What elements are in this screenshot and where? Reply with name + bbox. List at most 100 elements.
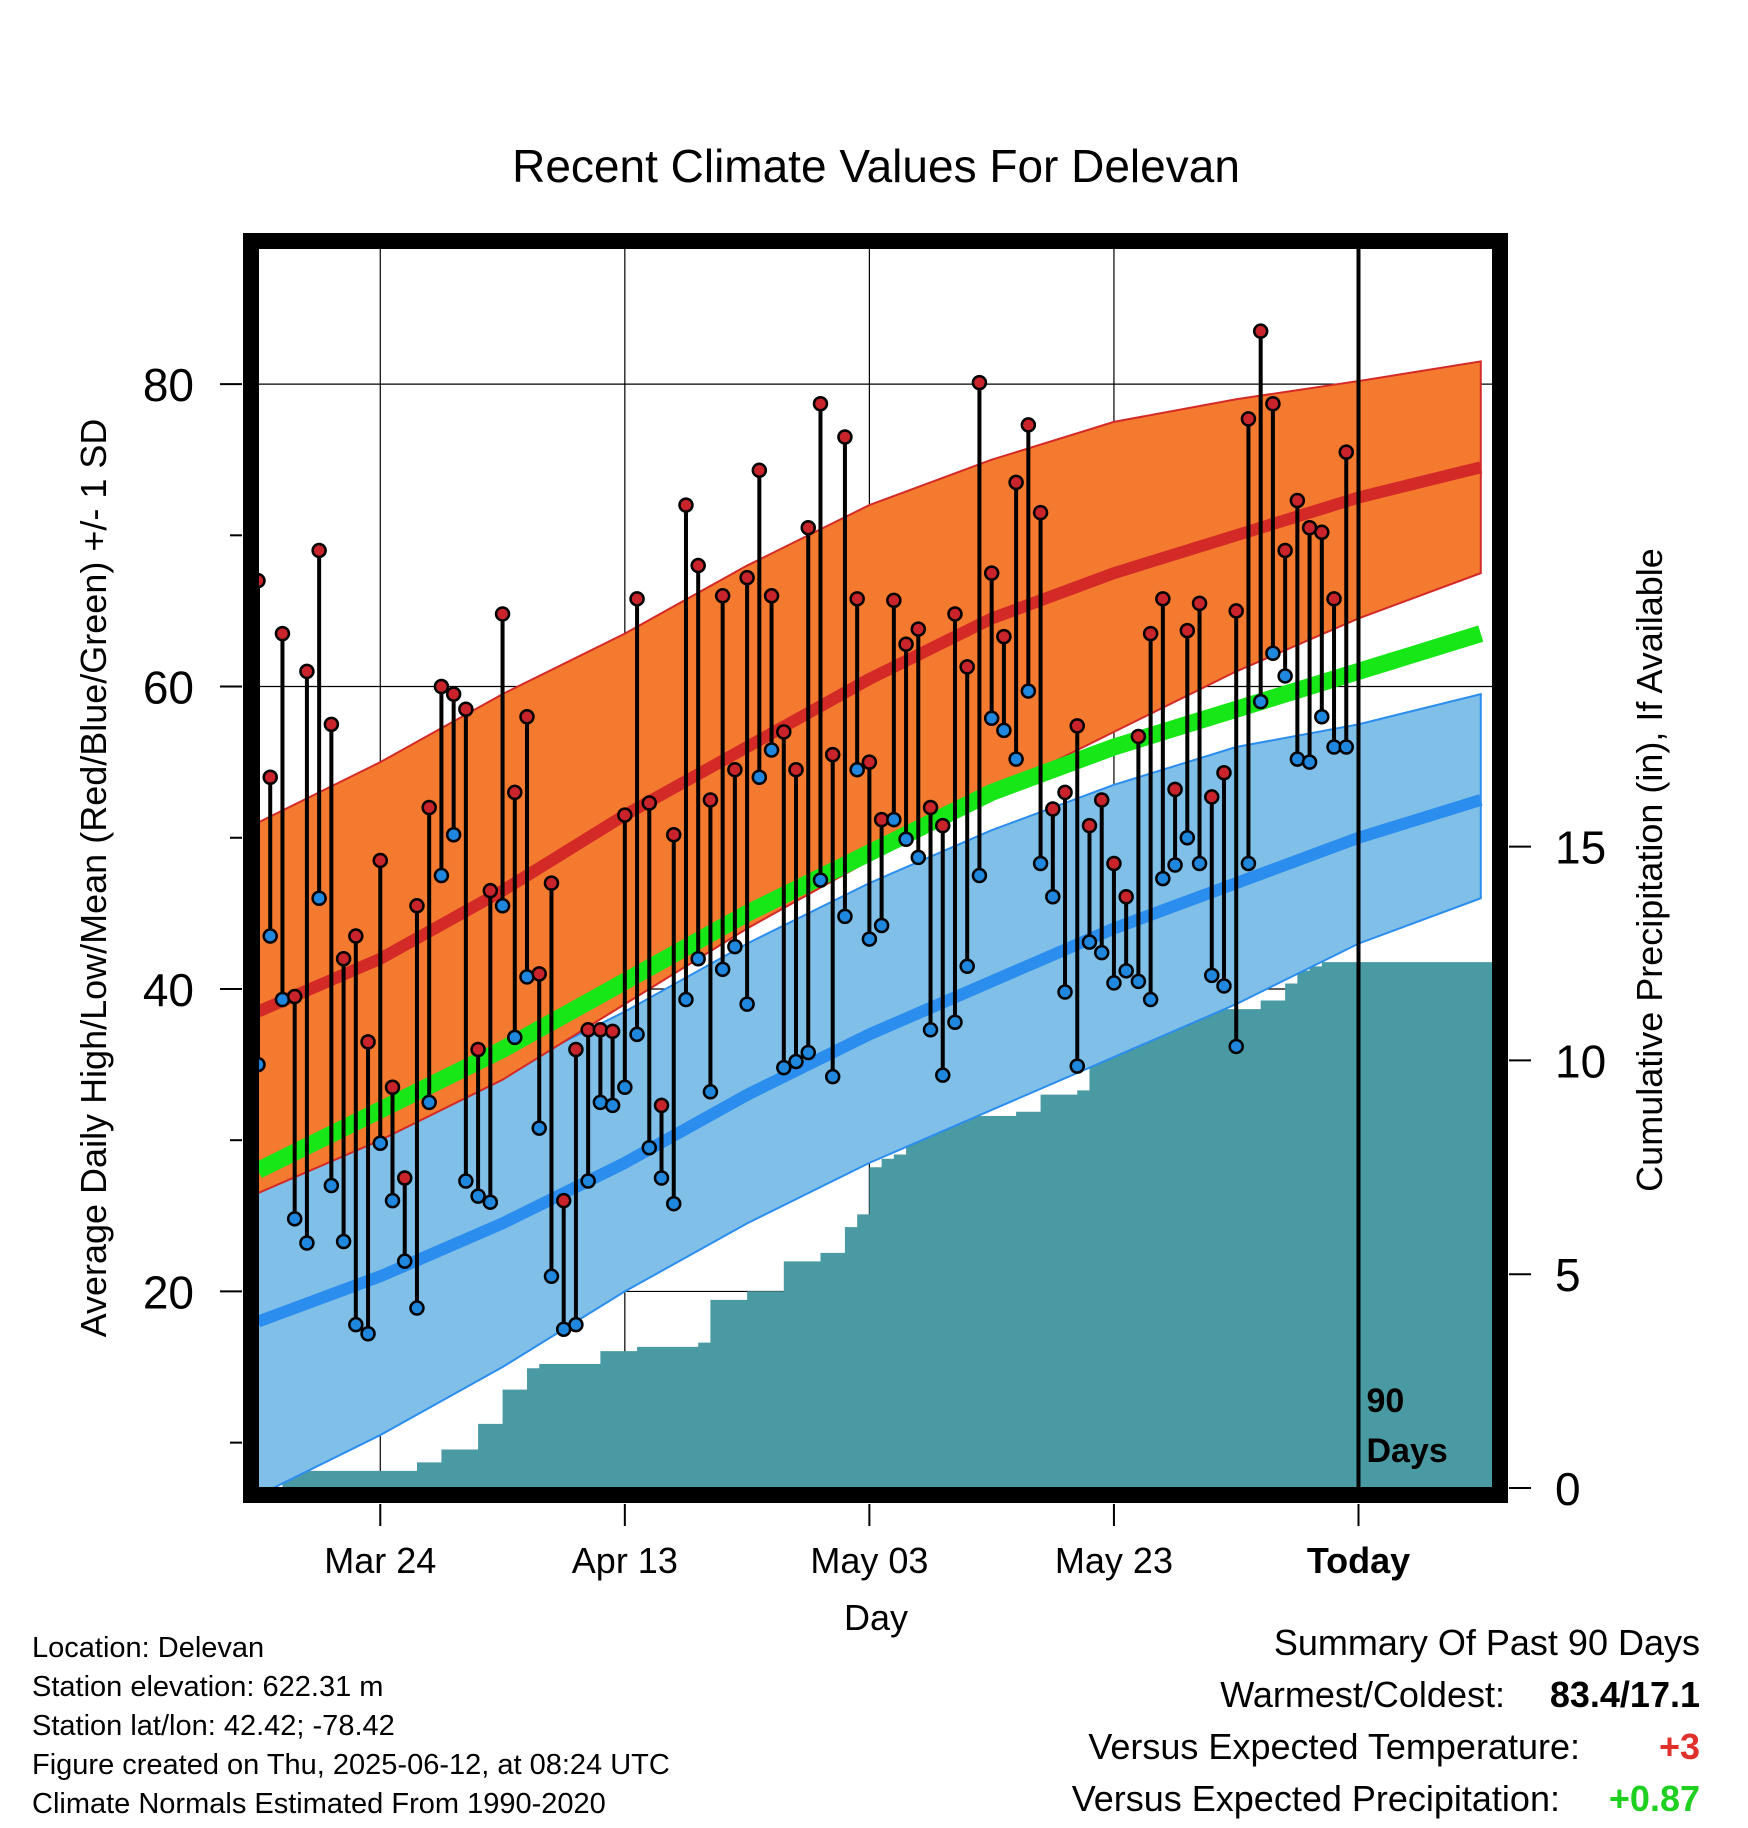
daily-high-point	[947, 606, 963, 622]
summary-temp: Versus Expected Temperature: +3	[1088, 1726, 1700, 1768]
daily-low-point	[258, 1056, 266, 1073]
daily-low-point	[837, 908, 853, 925]
daily-low-point	[800, 1044, 816, 1061]
daily-low-point	[335, 1233, 352, 1250]
daily-high-point	[776, 724, 792, 740]
daily-low-point	[360, 1326, 376, 1342]
daily-high-point	[812, 396, 829, 412]
daily-low-point	[959, 958, 975, 975]
daily-high-point	[641, 795, 658, 811]
daily-low-point	[1045, 888, 1061, 905]
daily-high-point	[433, 678, 450, 695]
daily-high-point	[1057, 784, 1073, 801]
summary-title: Summary Of Past 90 Days	[1273, 1622, 1700, 1663]
daily-low-point	[274, 991, 291, 1008]
daily-high-point	[910, 621, 927, 637]
daily-high-point	[592, 1022, 609, 1038]
daily-low-point	[751, 769, 768, 786]
daily-low-point	[910, 849, 927, 866]
daily-high-point	[714, 588, 731, 604]
daily-high-point	[1338, 444, 1355, 460]
summary-precip-label: Versus Expected Precipitation:	[1071, 1778, 1560, 1819]
x-axis-tick-label: May 23	[1055, 1540, 1173, 1581]
daily-high-point	[690, 557, 706, 574]
daily-low-point	[384, 1192, 401, 1209]
daily-high-point	[543, 875, 560, 891]
summary-precip-value: +0.87	[1608, 1778, 1700, 1819]
daily-high-point	[323, 716, 340, 733]
daily-low-point	[727, 938, 743, 955]
daily-high-point	[409, 898, 425, 914]
x-axis-tick-label: May 03	[810, 1540, 928, 1581]
daily-high-point	[1032, 504, 1049, 521]
daily-low-point	[372, 1135, 389, 1151]
left-axis-tick-label: 60	[143, 662, 194, 714]
daily-low-point	[971, 867, 988, 884]
daily-high-point	[1228, 603, 1244, 619]
daily-low-point	[262, 928, 278, 944]
daily-low-point	[776, 1059, 792, 1076]
x-axis-tick-label: Apr 13	[572, 1540, 678, 1581]
daily-low-point	[1155, 870, 1171, 887]
high-normal-line	[258, 461, 1483, 1018]
daily-high-point	[1155, 591, 1171, 607]
daily-high-point	[1314, 524, 1330, 541]
daily-low-point	[1252, 693, 1269, 710]
daily-high-point	[1167, 781, 1183, 798]
daily-high-point	[1179, 622, 1196, 639]
daily-high-point	[470, 1041, 486, 1058]
daily-low-point	[922, 1022, 939, 1038]
summary-precip: Versus Expected Precipitation: +0.87	[1072, 1778, 1700, 1820]
daily-low-point	[1081, 934, 1098, 950]
daily-low-point	[1338, 739, 1355, 755]
y2-axis-label: Cumulative Precipitation (in), If Availa…	[1629, 548, 1670, 1192]
daily-low-point	[396, 1253, 413, 1269]
daily-high-point	[262, 769, 278, 786]
daily-low-point	[1032, 855, 1049, 872]
daily-low-point	[983, 710, 1000, 727]
daily-high-point	[824, 746, 841, 763]
daily-low-point	[1130, 973, 1147, 990]
daily-low-point	[665, 1195, 682, 1212]
daily-low-point	[617, 1079, 633, 1096]
today-marker-label: Days	[1366, 1432, 1447, 1470]
daily-low-point	[311, 890, 327, 906]
daily-low-point	[1093, 944, 1110, 961]
daily-high-point	[898, 636, 914, 652]
right-axis: 0 5 10 15	[1509, 822, 1606, 1515]
summary-temp-value: +3	[1658, 1726, 1700, 1767]
daily-high-point	[849, 591, 865, 607]
daily-low-point	[433, 867, 450, 884]
daily-high-point	[507, 784, 523, 801]
daily-high-point	[311, 542, 327, 559]
daily-high-point	[274, 625, 291, 642]
plot-area: 90 Days	[243, 233, 1508, 1503]
daily-high-point	[286, 988, 303, 1005]
x-axis: Mar 24 Apr 13 May 03 May 23 Today	[324, 1504, 1410, 1581]
daily-high-point	[494, 606, 511, 622]
daily-low-point	[1314, 709, 1330, 725]
daily-low-point	[1228, 1038, 1244, 1055]
daily-high-point	[935, 817, 951, 834]
daily-low-point	[849, 761, 865, 778]
daily-high-point	[1045, 801, 1061, 817]
daily-high-point	[348, 928, 364, 944]
daily-high-point	[1191, 595, 1208, 612]
daily-high-point	[445, 686, 462, 702]
daily-high-point	[396, 1170, 413, 1186]
info-normals: Climate Normals Estimated From 1990-2020	[32, 1788, 606, 1820]
daily-low-point	[1240, 855, 1257, 872]
daily-high-point	[555, 1192, 572, 1209]
x-axis-tick-label: Today	[1307, 1540, 1410, 1581]
daily-high-point	[519, 709, 535, 725]
daily-high-point	[653, 1097, 670, 1114]
daily-high-point	[702, 792, 719, 808]
daily-low-point	[1216, 978, 1232, 994]
daily-low-point	[286, 1211, 303, 1227]
daily-low-point	[678, 991, 694, 1008]
daily-high-point	[299, 663, 315, 680]
summary-warmest-value: 83.4/17.1	[1549, 1674, 1700, 1715]
daily-low-point	[482, 1194, 499, 1210]
info-location: Location: Delevan	[32, 1632, 265, 1664]
